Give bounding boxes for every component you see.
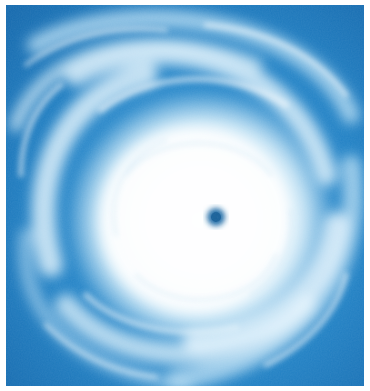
hurricane-illustration [6, 5, 364, 386]
hurricane-photo [6, 5, 364, 386]
